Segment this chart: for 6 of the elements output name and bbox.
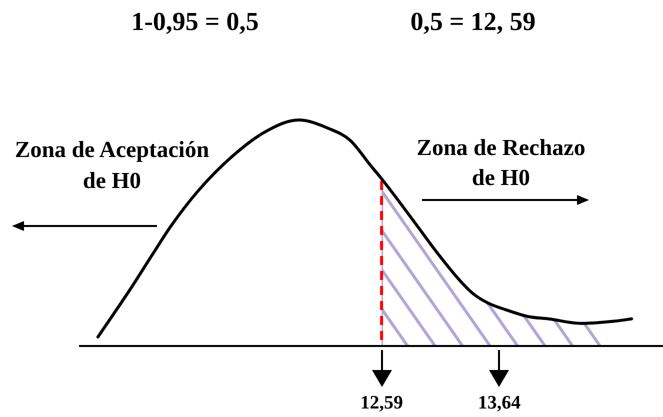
x-tick-label: 12,59 xyxy=(360,392,403,414)
annotation: Zona de Aceptación de H0 xyxy=(14,136,210,195)
text: 0,5 = 12, 59 xyxy=(410,6,536,37)
text: 1-0,95 = 0,5 xyxy=(131,6,259,37)
annotation: Zona de Rechazo de H0 xyxy=(416,134,586,192)
x-tick-label: 13,64 xyxy=(478,392,522,414)
